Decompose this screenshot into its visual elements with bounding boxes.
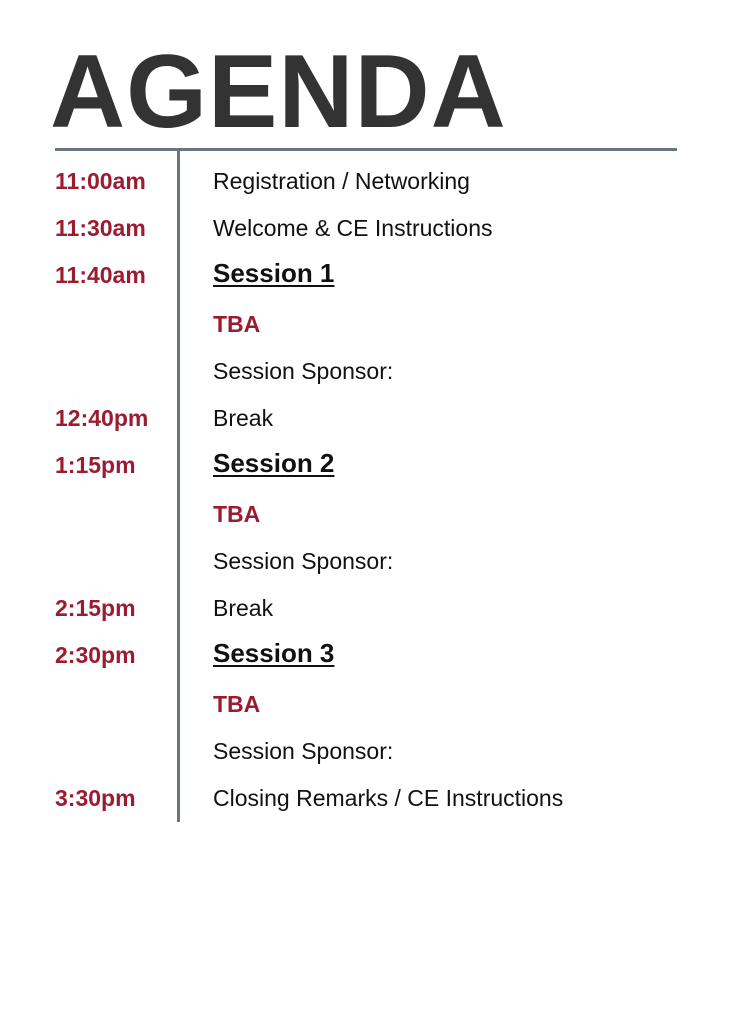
agenda-row: 12:40pm Break <box>0 397 731 444</box>
agenda-row: 2:15pm Break <box>0 587 731 634</box>
session-sponsor-label: Session Sponsor: <box>213 548 394 574</box>
agenda-description: Break <box>213 405 274 431</box>
session-speaker-tba: TBA <box>213 691 261 717</box>
title-underline-rule <box>55 148 677 151</box>
agenda-description: Break <box>213 595 274 621</box>
agenda-time: 1:15pm <box>55 452 136 478</box>
agenda-row: 11:00am Registration / Networking <box>0 160 731 207</box>
agenda-time: 3:30pm <box>55 785 136 811</box>
agenda-row: Session Sponsor: <box>0 730 731 777</box>
agenda-time: 11:40am <box>55 262 146 288</box>
session-heading: Session 3 <box>213 638 335 668</box>
agenda-time: 11:00am <box>55 168 146 194</box>
agenda-row: 2:30pm Session 3 <box>0 634 731 683</box>
session-sponsor-label: Session Sponsor: <box>213 358 394 384</box>
agenda-row: 11:40am Session 1 <box>0 254 731 303</box>
agenda-description: Welcome & CE Instructions <box>213 215 493 241</box>
agenda-time: 12:40pm <box>55 405 149 431</box>
agenda-row: 11:30am Welcome & CE Instructions <box>0 207 731 254</box>
session-speaker-tba: TBA <box>213 311 261 337</box>
agenda-row: TBA <box>0 683 731 730</box>
agenda-time: 11:30am <box>55 215 146 241</box>
session-speaker-tba: TBA <box>213 501 261 527</box>
agenda-row: 1:15pm Session 2 <box>0 444 731 493</box>
agenda-row: TBA <box>0 493 731 540</box>
agenda-time: 2:30pm <box>55 642 136 668</box>
column-divider <box>177 151 180 822</box>
agenda-description: Registration / Networking <box>213 168 470 194</box>
agenda-row: Session Sponsor: <box>0 540 731 587</box>
session-sponsor-label: Session Sponsor: <box>213 738 394 764</box>
agenda-row: TBA <box>0 303 731 350</box>
session-heading: Session 1 <box>213 258 335 288</box>
session-heading: Session 2 <box>213 448 335 478</box>
page-title: AGENDA <box>50 34 507 150</box>
agenda-row: Session Sponsor: <box>0 350 731 397</box>
agenda-description: Closing Remarks / CE Instructions <box>213 785 564 811</box>
agenda-list: 11:00am Registration / Networking 11:30a… <box>0 160 731 824</box>
agenda-row: 3:30pm Closing Remarks / CE Instructions <box>0 777 731 824</box>
agenda-time: 2:15pm <box>55 595 136 621</box>
